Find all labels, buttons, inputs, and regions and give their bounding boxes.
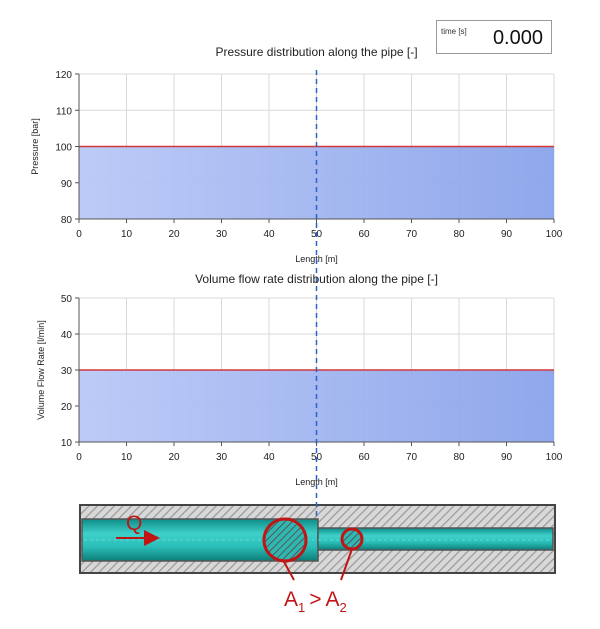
x-tick-label: 90: [501, 229, 513, 240]
x-tick-label: 60: [358, 452, 370, 463]
y-tick-label: 10: [61, 438, 73, 449]
x-tick-label: 30: [216, 229, 228, 240]
x-tick-label: 90: [501, 452, 513, 463]
x-tick-label: 10: [121, 452, 133, 463]
x-tick-label: 40: [263, 229, 275, 240]
area2-subscript: 2: [340, 600, 347, 615]
y-tick-label: 90: [61, 179, 73, 190]
y-tick-label: 120: [55, 70, 72, 81]
pressure-chart: 01020304050607080901008090100110120Press…: [30, 45, 563, 264]
area2-symbol: A: [326, 588, 340, 611]
y-tick-label: 40: [61, 330, 73, 341]
x-tick-label: 80: [453, 229, 465, 240]
area-comparison-label: A1 > A2: [284, 588, 347, 615]
pipe-section-narrow: [317, 527, 554, 551]
y-tick-label: 20: [61, 402, 73, 413]
x-tick-label: 10: [121, 229, 133, 240]
x-tick-label: 100: [546, 452, 563, 463]
time-label: time [s]: [441, 27, 467, 36]
area1-symbol: A: [284, 588, 298, 611]
y-axis-label: Volume Flow Rate [l/min]: [36, 320, 46, 420]
comparator-symbol: >: [309, 588, 321, 611]
x-tick-label: 20: [168, 452, 180, 463]
x-tick-label: 20: [168, 229, 180, 240]
time-value: 0.000: [492, 27, 543, 49]
y-tick-label: 30: [61, 366, 73, 377]
x-tick-label: 100: [546, 229, 563, 240]
x-tick-label: 0: [76, 452, 82, 463]
y-tick-label: 100: [55, 143, 72, 154]
x-tick-label: 60: [358, 229, 370, 240]
flow-label: Q: [126, 512, 142, 535]
time-display: time [s] 0.000: [436, 20, 552, 54]
x-tick-label: 40: [263, 452, 275, 463]
x-tick-label: 70: [406, 452, 418, 463]
x-tick-label: 80: [453, 452, 465, 463]
a1-leader-line: [282, 559, 295, 581]
y-tick-label: 110: [56, 106, 72, 117]
area1-subscript: 1: [298, 600, 305, 615]
y-tick-label: 50: [61, 294, 73, 305]
x-tick-label: 0: [76, 229, 82, 240]
x-tick-label: 70: [406, 229, 418, 240]
x-axis-label: Length [m]: [295, 477, 338, 487]
y-tick-label: 80: [61, 215, 73, 226]
cross-section-a2-icon: [340, 527, 364, 551]
pipe-diagram: Q A1 > A2: [79, 504, 556, 615]
cross-section-a1-icon: [262, 517, 308, 563]
chart-title: Pressure distribution along the pipe [-]: [215, 45, 417, 59]
x-tick-label: 30: [216, 452, 228, 463]
y-axis-label: Pressure [bar]: [30, 118, 40, 175]
a2-leader-line: [340, 548, 353, 581]
flow-rate-chart: 01020304050607080901001020304050Volume f…: [36, 272, 563, 487]
